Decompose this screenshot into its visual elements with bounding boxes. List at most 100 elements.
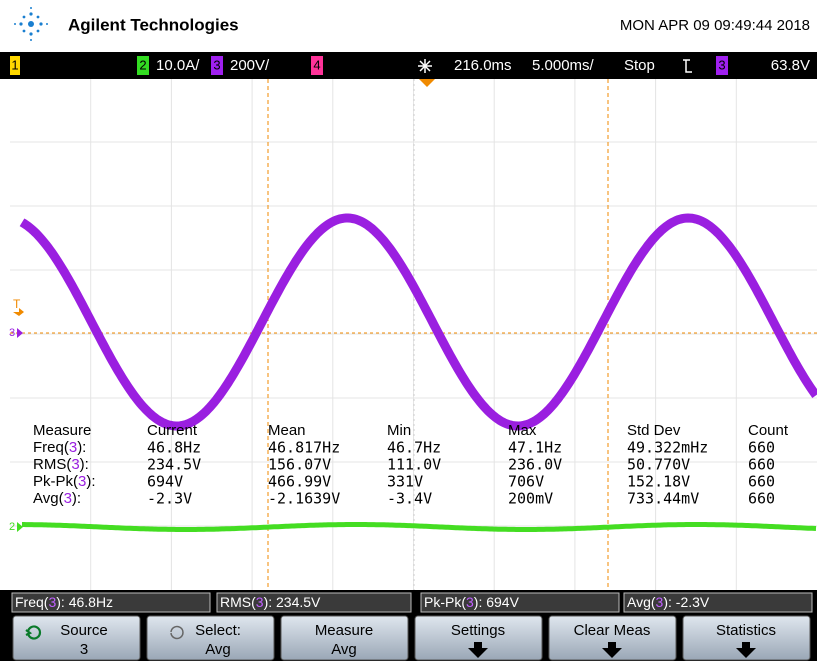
- ch1-badge: [10, 56, 20, 75]
- quick-text: RMS(3): 234.5V: [220, 594, 321, 610]
- table-cell: 49.322mHz: [627, 439, 708, 457]
- logo: [14, 7, 48, 41]
- table-cell: 234.5V: [147, 456, 201, 474]
- ch2-trace: [22, 522, 817, 532]
- quick-part: ): 694V: [474, 594, 520, 610]
- quick-part: Freq(: [15, 594, 49, 610]
- table-cell: 466.99V: [268, 473, 331, 491]
- softkey[interactable]: [682, 615, 811, 661]
- table-cell: -2.3V: [147, 490, 192, 508]
- ch2: 2: [139, 57, 146, 72]
- softkey-label: Settings: [451, 622, 505, 639]
- quick-part: 3: [656, 594, 664, 610]
- softkey-arrow: [468, 642, 488, 658]
- table-cell: 660: [748, 456, 775, 474]
- quick-part: RMS(: [220, 594, 256, 610]
- quick-text: Pk-Pk(3): 694V: [424, 594, 520, 610]
- table-header: Max: [508, 422, 537, 439]
- softkey-value: 3: [80, 641, 88, 658]
- label-part: Pk-Pk(: [33, 473, 78, 490]
- ch3-marker: 3: [9, 327, 15, 339]
- table-header: Min: [387, 422, 411, 439]
- trigger-source: 3: [718, 57, 725, 72]
- table-header: Mean: [268, 422, 306, 439]
- table-cell: -2.1639V: [268, 490, 340, 508]
- header-bg: [0, 0, 817, 52]
- quick-text: Freq(3): 46.8Hz: [15, 594, 113, 610]
- table-cell: 660: [748, 473, 775, 491]
- status-bar: [0, 52, 817, 79]
- table-cell: 706V: [508, 473, 544, 491]
- quick-part: ): 46.8Hz: [56, 594, 113, 610]
- table-cell: 200mV: [508, 490, 553, 508]
- source-icon: [25, 625, 42, 640]
- datetime: MON APR 09 09:49:44 2018: [620, 17, 810, 34]
- softkey-label: Select:: [195, 622, 241, 639]
- run-state: Stop: [624, 57, 655, 74]
- ch3-badge: [211, 56, 223, 75]
- row-label: Pk-Pk(3):: [33, 473, 96, 490]
- softkey-arrow: [602, 642, 622, 658]
- table-cell: 733.44mV: [627, 490, 699, 508]
- table-cell: 331V: [387, 473, 423, 491]
- trigger-level: 63.8V: [771, 57, 810, 74]
- time-delay: 216.0ms: [454, 57, 512, 74]
- softkey-arrow: [736, 642, 756, 658]
- ch3-scale: 200V/: [230, 57, 270, 74]
- row-label: Avg(3):: [33, 490, 81, 507]
- label-part: ):: [86, 473, 95, 490]
- table-cell: 236.0V: [508, 456, 562, 474]
- row-label: RMS(3):: [33, 456, 89, 473]
- quick-part: 3: [256, 594, 264, 610]
- ch4-badge: [311, 56, 323, 75]
- label-part: ):: [80, 456, 89, 473]
- softkeys: Source 3 Select: Avg Measure Avg Settings Clear…: [12, 615, 811, 661]
- table-cell: 46.7Hz: [387, 439, 441, 457]
- table-cell: 660: [748, 439, 775, 457]
- label-part: 3: [69, 439, 77, 456]
- softkey[interactable]: [414, 615, 543, 661]
- ch3: 3: [213, 57, 220, 72]
- graticule: [10, 79, 817, 590]
- softkey[interactable]: [548, 615, 677, 661]
- table-cell: -3.4V: [387, 490, 432, 508]
- trigger-icon: [683, 59, 692, 73]
- softkey[interactable]: [12, 615, 141, 661]
- label-part: RMS(: [33, 456, 71, 473]
- measurement-table: Measure Current Mean Min Max Std Dev Count Freq…: [33, 422, 789, 508]
- label-part: ):: [77, 439, 86, 456]
- quick-part: Avg(: [627, 594, 656, 610]
- quick-box: [216, 592, 412, 613]
- quick-part: ): -2.3V: [663, 594, 710, 610]
- label-part: 3: [78, 473, 86, 490]
- ch2-arrow: [17, 522, 23, 532]
- label-part: 3: [71, 456, 79, 473]
- quick-box: [11, 592, 211, 613]
- softkey-label: Clear Meas: [574, 622, 651, 639]
- quick-part: 3: [466, 594, 474, 610]
- label-part: Avg(: [33, 490, 64, 507]
- table-cell: 694V: [147, 473, 183, 491]
- brand: Agilent Technologies: [68, 15, 239, 34]
- table-cell: 46.8Hz: [147, 439, 201, 457]
- table-header: Current: [147, 422, 198, 439]
- softkey-label: Measure: [315, 622, 373, 639]
- quick-measurements: Freq(3): 46.8Hz RMS(3): 234.5V Pk-Pk(3): 6…: [11, 592, 813, 613]
- quick-box: [623, 592, 813, 613]
- ch2-marker: 2: [9, 521, 15, 533]
- trigger-position: [419, 79, 435, 87]
- softkey-label: Source: [60, 622, 108, 639]
- table-cell: 46.817Hz: [268, 439, 340, 457]
- time-scale: 5.000ms/: [532, 57, 595, 74]
- table-cell: 111.0V: [387, 456, 441, 474]
- trigger-arrow: [13, 308, 24, 316]
- label-part: ):: [72, 490, 81, 507]
- softkey[interactable]: [280, 615, 409, 661]
- ch3-arrow: [17, 328, 23, 338]
- table-cell: 47.1Hz: [508, 439, 562, 457]
- ch1: 1: [11, 57, 18, 72]
- table-header: Std Dev: [627, 422, 681, 439]
- quick-text: Avg(3): -2.3V: [627, 594, 710, 610]
- softkey-value: Avg: [205, 641, 231, 658]
